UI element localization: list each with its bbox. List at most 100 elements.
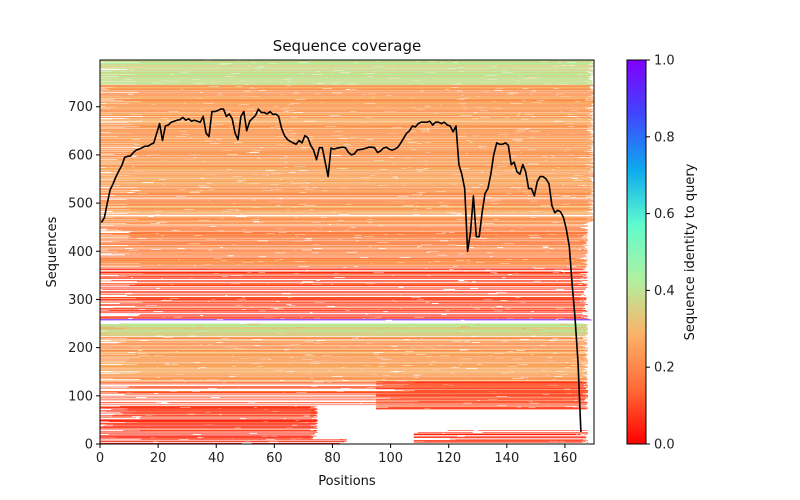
coverage-segment bbox=[414, 358, 461, 360]
coverage-segment bbox=[100, 102, 153, 103]
coverage-segment bbox=[390, 397, 460, 399]
coverage-segment bbox=[100, 419, 235, 420]
coverage-segment bbox=[584, 398, 587, 399]
coverage-segment bbox=[464, 99, 586, 100]
coverage-segment bbox=[100, 104, 289, 106]
coverage-segment bbox=[318, 350, 460, 352]
coverage-segment bbox=[404, 359, 584, 361]
coverage-segment bbox=[137, 155, 189, 157]
coverage-segment bbox=[163, 311, 200, 313]
coverage-segment bbox=[506, 248, 551, 249]
coverage-segment bbox=[100, 247, 221, 248]
coverage-segment bbox=[544, 331, 587, 332]
coverage-segment bbox=[429, 128, 522, 130]
coverage-segment bbox=[321, 221, 489, 223]
coverage-segment bbox=[217, 379, 249, 380]
coverage-segment bbox=[588, 91, 590, 92]
coverage-segment bbox=[245, 113, 436, 115]
coverage-segment bbox=[100, 193, 200, 195]
coverage-segment bbox=[129, 209, 227, 210]
coverage-segment bbox=[471, 114, 589, 116]
coverage-segment bbox=[178, 298, 213, 299]
coverage-segment bbox=[277, 105, 425, 107]
coverage-segment bbox=[321, 160, 375, 161]
coverage-segment bbox=[286, 243, 417, 244]
coverage-segment bbox=[434, 347, 583, 349]
coverage-segment bbox=[348, 188, 388, 189]
coverage-segment bbox=[321, 142, 426, 143]
coverage-segment bbox=[381, 130, 476, 131]
coverage-segment bbox=[299, 102, 365, 104]
coverage-segment bbox=[392, 319, 422, 321]
coverage-segment bbox=[333, 305, 394, 306]
coverage-segment bbox=[256, 129, 421, 130]
coverage-segment bbox=[245, 207, 427, 209]
coverage-segment bbox=[386, 191, 523, 192]
coverage-segment bbox=[132, 124, 215, 125]
coverage-segment bbox=[369, 299, 417, 301]
coverage-segment bbox=[213, 102, 291, 104]
coverage-segment bbox=[577, 118, 592, 119]
coverage-segment bbox=[100, 131, 180, 132]
coverage-segment bbox=[272, 298, 400, 299]
coverage-segment bbox=[310, 351, 508, 353]
coverage-segment bbox=[100, 356, 169, 357]
coverage-segment bbox=[443, 179, 589, 181]
coverage-segment bbox=[300, 359, 341, 361]
coverage-segment bbox=[332, 210, 521, 211]
coverage-segment bbox=[591, 62, 594, 64]
coverage-segment bbox=[454, 372, 502, 374]
coverage-segment bbox=[580, 392, 585, 393]
coverage-segment bbox=[245, 418, 284, 420]
coverage-segment bbox=[148, 269, 307, 271]
coverage-segment bbox=[261, 114, 424, 115]
coverage-segment bbox=[325, 87, 496, 89]
coverage-segment bbox=[241, 184, 404, 186]
coverage-segment bbox=[257, 152, 426, 154]
coverage-segment bbox=[528, 146, 570, 148]
coverage-segment bbox=[554, 155, 590, 157]
coverage-segment bbox=[219, 397, 390, 398]
coverage-segment bbox=[106, 424, 206, 425]
coverage-segment bbox=[496, 66, 564, 67]
coverage-segment bbox=[278, 289, 380, 290]
coverage-segment bbox=[141, 190, 198, 192]
coverage-segment bbox=[549, 375, 583, 376]
coverage-segment bbox=[430, 142, 591, 143]
coverage-segment bbox=[469, 326, 585, 327]
coverage-segment bbox=[571, 127, 587, 129]
coverage-segment bbox=[103, 425, 227, 427]
coverage-segment bbox=[122, 413, 188, 415]
coverage-segment bbox=[362, 76, 464, 78]
coverage-segment bbox=[127, 245, 322, 246]
coverage-segment bbox=[470, 260, 567, 261]
coverage-segment bbox=[100, 186, 212, 187]
coverage-segment bbox=[166, 402, 249, 403]
coverage-segment bbox=[586, 175, 589, 176]
coverage-segment bbox=[259, 152, 421, 153]
coverage-segment bbox=[100, 441, 154, 443]
coverage-segment bbox=[105, 105, 164, 107]
coverage-segment bbox=[585, 69, 589, 71]
coverage-segment bbox=[345, 326, 458, 328]
coverage-segment bbox=[472, 85, 577, 87]
coverage-segment bbox=[200, 311, 315, 313]
coverage-segment bbox=[340, 154, 499, 156]
coverage-segment bbox=[437, 113, 591, 115]
coverage-segment bbox=[422, 201, 588, 202]
coverage-segment bbox=[452, 222, 563, 224]
coverage-segment bbox=[210, 186, 325, 188]
heatmap-band bbox=[100, 405, 318, 440]
coverage-segment bbox=[100, 316, 175, 318]
coverage-segment bbox=[211, 327, 296, 328]
coverage-segment bbox=[573, 154, 591, 155]
coverage-segment bbox=[538, 402, 588, 404]
coverage-segment bbox=[590, 140, 593, 142]
coverage-segment bbox=[345, 200, 378, 201]
coverage-segment bbox=[257, 64, 430, 65]
coverage-segment bbox=[580, 345, 581, 346]
coverage-segment bbox=[172, 120, 277, 121]
coverage-segment bbox=[376, 408, 508, 410]
coverage-segment bbox=[585, 328, 587, 329]
coverage-segment bbox=[203, 179, 280, 181]
